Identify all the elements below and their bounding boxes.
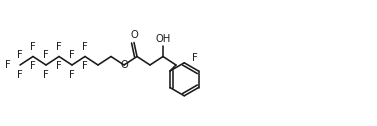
Text: F: F bbox=[30, 61, 36, 71]
Text: O: O bbox=[120, 60, 128, 70]
Text: F: F bbox=[43, 51, 49, 60]
Text: F: F bbox=[17, 51, 23, 60]
Text: F: F bbox=[69, 51, 75, 60]
Text: F: F bbox=[17, 70, 23, 80]
Text: F: F bbox=[82, 61, 88, 71]
Text: F: F bbox=[192, 53, 198, 63]
Text: F: F bbox=[30, 42, 36, 52]
Text: F: F bbox=[82, 42, 88, 52]
Text: O: O bbox=[130, 30, 138, 40]
Text: F: F bbox=[43, 70, 49, 80]
Text: OH: OH bbox=[155, 34, 171, 43]
Text: F: F bbox=[56, 42, 62, 52]
Text: F: F bbox=[69, 70, 75, 80]
Text: F: F bbox=[5, 60, 11, 70]
Text: F: F bbox=[56, 61, 62, 71]
